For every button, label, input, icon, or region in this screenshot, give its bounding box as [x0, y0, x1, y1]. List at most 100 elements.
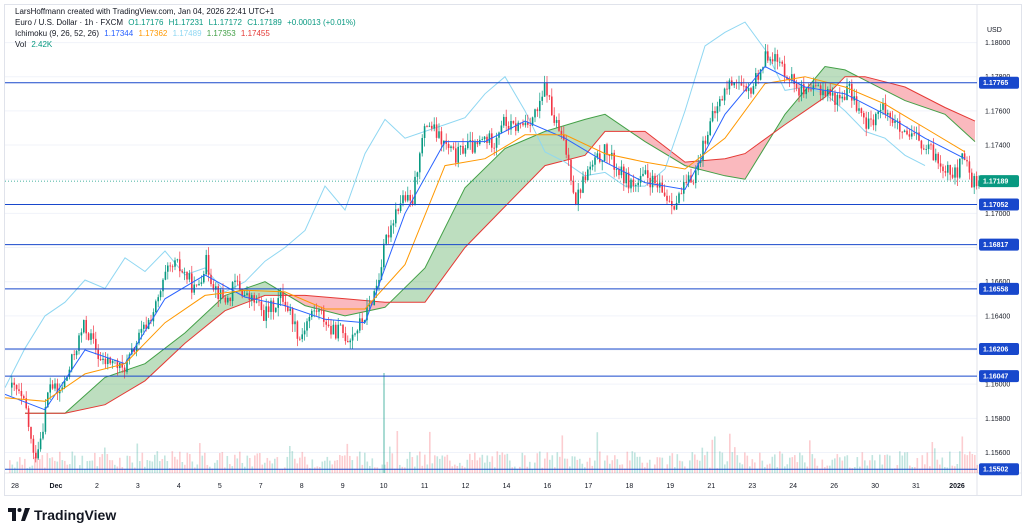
candle [205, 249, 207, 276]
cloud-segment [75, 402, 77, 412]
cloud-segment [495, 156, 497, 217]
candle-body [409, 194, 411, 201]
candle-body [95, 338, 97, 350]
volume-bar [736, 455, 739, 473]
candle-body [695, 170, 697, 184]
candle [308, 314, 311, 329]
candle-body [239, 281, 241, 290]
cloud-segment [929, 99, 931, 110]
volume-line[interactable]: Vol 2.42K [15, 40, 55, 50]
cloud-segment [873, 78, 875, 86]
candle [589, 161, 591, 176]
x-tick-label: 2026 [949, 483, 965, 490]
candle [709, 117, 711, 137]
volume-bar [584, 467, 586, 473]
candle-body [884, 102, 887, 115]
volume-bar [19, 457, 21, 473]
candle [923, 144, 925, 151]
level-tag-bg [979, 370, 1019, 383]
cloud-segment [153, 356, 155, 374]
volume-bar [41, 455, 44, 473]
candle [829, 82, 831, 102]
volume-bar [711, 439, 714, 473]
volume-bar [524, 455, 526, 473]
volume-bar [394, 468, 396, 473]
candle-body [486, 136, 488, 143]
candle-body [301, 334, 303, 340]
cloud-segment [571, 123, 573, 159]
chart-canvas[interactable]: 1.180001.178001.176001.174001.172001.170… [5, 5, 1021, 495]
candle [675, 195, 678, 211]
candle-body [270, 300, 272, 313]
span-b-line [25, 76, 976, 414]
candle-body [255, 301, 258, 303]
volume-bar [876, 468, 879, 473]
candle [594, 152, 596, 172]
volume-bar [644, 467, 646, 473]
candle [383, 239, 385, 271]
candle [198, 279, 200, 287]
volume-bar [309, 467, 311, 473]
cloud-segment [837, 68, 839, 85]
candle-body [347, 341, 349, 343]
volume-bar [129, 456, 131, 473]
cloud-segment [617, 122, 619, 132]
cloud-segment [417, 273, 419, 303]
candle-body [848, 83, 851, 86]
candle-body [534, 109, 536, 118]
volume-bar [39, 459, 41, 473]
candle [901, 131, 903, 139]
volume-bar [949, 451, 951, 473]
candle-body [656, 183, 659, 188]
candle [251, 292, 253, 307]
volume-bar [874, 460, 876, 473]
cloud-segment [99, 380, 101, 406]
cloud-segment [601, 114, 603, 137]
candle-body [54, 383, 56, 389]
cloud-segment [405, 285, 407, 303]
volume-bar [809, 440, 811, 473]
cloud-segment [643, 131, 645, 142]
cloud-segment [489, 162, 491, 223]
candle-body [399, 203, 402, 211]
candle [294, 313, 296, 332]
candle-body [299, 338, 301, 340]
cloud-segment [93, 386, 95, 408]
cloud-segment [579, 120, 581, 157]
candle-body [210, 274, 212, 285]
volume-bar [709, 467, 711, 473]
candle-body [733, 82, 735, 86]
candle-body [711, 111, 714, 122]
volume-bar [199, 443, 201, 473]
ichimoku-line[interactable]: Ichimoku (9, 26, 52, 26) 1.17344 1.17362… [15, 29, 273, 39]
cloud-segment [189, 327, 191, 340]
x-tick-label: 14 [503, 483, 511, 490]
candle [817, 82, 819, 87]
candle-body [776, 54, 779, 62]
volume-bar [789, 457, 791, 473]
cloud-segment [435, 243, 437, 289]
volume-bar [541, 467, 544, 473]
candle [783, 55, 786, 83]
volume-bar [241, 462, 244, 473]
candle-body [841, 96, 843, 99]
candle-body [20, 391, 23, 397]
symbol-name[interactable]: Euro / U.S. Dollar · 1h · FXCM [15, 18, 124, 27]
cloud-segment [185, 331, 187, 344]
candle-body [560, 130, 563, 135]
candle-body [908, 134, 911, 137]
volume-bar [851, 468, 854, 473]
candle [481, 136, 483, 141]
volume-bar [504, 454, 506, 473]
volume-bar [51, 457, 54, 473]
x-tick-label: 26 [830, 483, 838, 490]
cloud-segment [409, 281, 411, 303]
cloud-segment [919, 94, 921, 107]
candle-body [596, 153, 599, 158]
cloud-segment [411, 279, 413, 303]
candle-body [438, 131, 440, 138]
candle-body [867, 118, 870, 129]
cloud-segment [469, 181, 471, 244]
volume-bar [801, 455, 804, 473]
candle-body [927, 144, 930, 150]
